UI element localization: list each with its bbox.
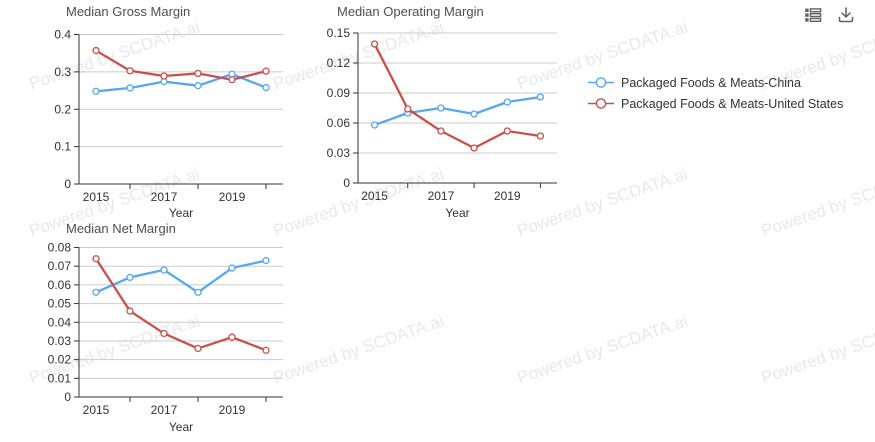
svg-text:0.3: 0.3	[54, 65, 71, 79]
net-margin-chart[interactable]: 0 0.01 0.02 0.03 0.04 0.05 0.06 0.07 0.08 2015 201…	[0, 217, 310, 442]
svg-text:2019: 2019	[219, 190, 246, 204]
line-circle-marker-icon	[588, 98, 614, 109]
watermark-text: Powered by SCDATA.ai	[758, 311, 875, 388]
svg-text:0.15: 0.15	[327, 26, 351, 40]
svg-text:2017: 2017	[151, 403, 178, 417]
gross-margin-x-axis-title: Year	[168, 206, 194, 220]
svg-text:2019: 2019	[494, 189, 521, 203]
svg-text:0.02: 0.02	[48, 353, 72, 367]
line-circle-marker-icon	[588, 77, 614, 88]
svg-text:0.09: 0.09	[327, 86, 351, 100]
svg-text:0.06: 0.06	[48, 278, 72, 292]
svg-text:0.03: 0.03	[48, 334, 72, 348]
legend-label: Packaged Foods & Meats-China	[621, 75, 801, 90]
svg-text:0.1: 0.1	[54, 140, 71, 154]
legend-label: Packaged Foods & Meats-United States	[621, 96, 844, 111]
watermark-text: Powered by SCDATA.ai	[514, 311, 691, 388]
svg-text:0.01: 0.01	[48, 371, 72, 385]
svg-text:0.05: 0.05	[48, 297, 72, 311]
chart-title-operating-margin: Median Operating Margin	[337, 4, 484, 19]
svg-text:2019: 2019	[219, 403, 246, 417]
svg-text:0.12: 0.12	[327, 56, 351, 70]
svg-text:0.04: 0.04	[48, 315, 72, 329]
svg-text:2015: 2015	[361, 189, 388, 203]
operating-margin-chart[interactable]: 0 0.03 0.06 0.09 0.12 0.15 2015 2017 2019	[320, 0, 600, 215]
svg-text:2015: 2015	[83, 190, 110, 204]
svg-text:0: 0	[343, 176, 350, 190]
operating-margin-x-axis-title: Year	[445, 206, 470, 220]
svg-text:0.08: 0.08	[48, 241, 72, 255]
svg-text:0.2: 0.2	[54, 102, 71, 116]
svg-text:0.06: 0.06	[327, 116, 351, 130]
chart-title-net-margin: Median Net Margin	[66, 221, 176, 236]
gross-margin-chart[interactable]: 0 0.1 0.2 0.3 0.4 2015 2017 2019	[0, 0, 310, 215]
chart-toolbar	[803, 5, 856, 25]
svg-text:0: 0	[64, 177, 71, 191]
download-icon[interactable]	[836, 5, 856, 25]
chart-title-gross-margin: Median Gross Margin	[66, 4, 191, 19]
legend: Packaged Foods & Meats-China Packaged Fo…	[588, 72, 843, 114]
svg-text:2015: 2015	[83, 403, 110, 417]
watermark-text: Powered by SCDATA.ai	[758, 164, 875, 241]
svg-text:0.07: 0.07	[48, 259, 72, 273]
legend-item-united-states[interactable]: Packaged Foods & Meats-United States	[588, 93, 843, 114]
svg-text:0: 0	[64, 390, 71, 404]
net-margin-x-axis-title: Year	[168, 420, 194, 434]
legend-item-china[interactable]: Packaged Foods & Meats-China	[588, 72, 843, 93]
svg-text:0.03: 0.03	[327, 146, 351, 160]
svg-text:2017: 2017	[151, 190, 178, 204]
svg-text:2017: 2017	[428, 189, 455, 203]
svg-text:0.4: 0.4	[54, 28, 71, 42]
data-view-icon[interactable]	[803, 5, 823, 25]
